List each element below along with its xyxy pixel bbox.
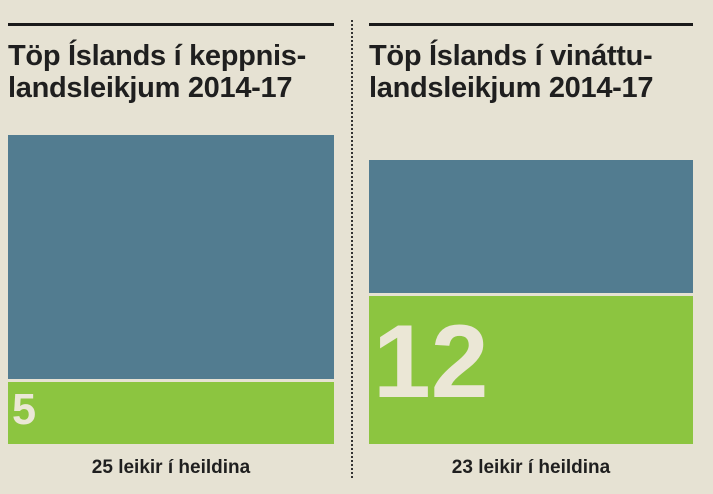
chart-title: Töp Íslands í keppnis- landsleikjum 2014… [8,40,334,104]
chart-panel-friendly: Töp Íslands í vináttu- landsleikjum 2014… [369,0,693,494]
total-games-caption: 25 leikir í heildina [91,457,251,478]
losses-value-label: 5 [12,385,37,434]
bar-chart-area: 5 [8,0,334,494]
losses-value-label: 12 [373,304,489,421]
chart-panel-competitive: Töp Íslands í keppnis- landsleikjum 2014… [8,0,334,494]
losses-bar [8,382,334,444]
total-games-caption: 23 leikir í heildina [451,457,611,478]
chart-title-line-2: landsleikjum 2014-17 [8,72,293,104]
total-games-bar [8,135,334,380]
chart-title-line-1: Töp Íslands í vináttu- [369,40,653,72]
total-games-bar [369,159,693,293]
bar-chart-area: 12 [369,0,693,494]
losses-bar [369,295,693,444]
top-rule [369,23,693,26]
chart-title: Töp Íslands í vináttu- landsleikjum 2014… [369,40,693,104]
top-rule [8,23,334,26]
chart-title-line-1: Töp Íslands í keppnis- [8,40,306,72]
dotted-divider [351,20,353,478]
chart-title-line-2: landsleikjum 2014-17 [369,72,654,104]
